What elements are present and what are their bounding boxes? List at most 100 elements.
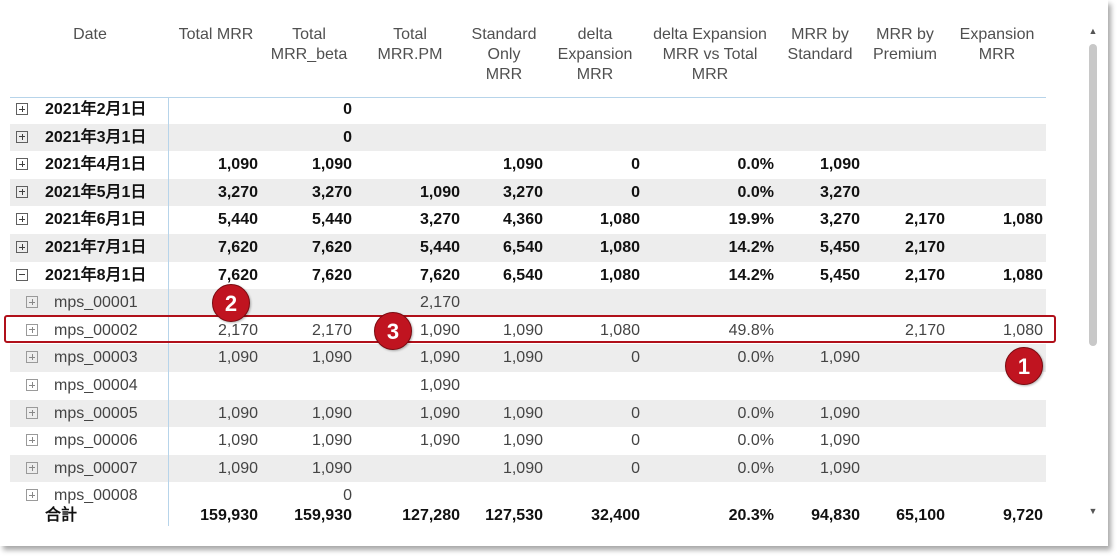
table-row[interactable]: 2021年6月1日 5,440 5,440 3,270 4,360 1,080 19.9% 3… [10,206,1046,234]
table-cell [356,151,460,179]
table-row[interactable]: mps_00001 2,170 [10,289,1046,317]
expand-icon[interactable] [16,158,28,171]
table-cell: 5,440 [217,211,258,229]
table-cell: 1,090 [419,377,460,394]
column-header-0[interactable]: Date [73,26,107,43]
highlight-box [4,315,1056,343]
column-header-2[interactable]: Total MRR_beta [270,26,348,63]
table-row[interactable]: mps_00004 1,090 [10,372,1046,400]
table-cell: 1,090 [217,432,258,450]
total-row: 合計 159,930 159,930 127,280 127,530 32,400 20.3… [10,502,1046,530]
table-cell: 1,090 [217,156,258,174]
chevron-down-icon[interactable]: ▼ [1088,506,1098,516]
column-header-9[interactable]: Expansion MRR [959,26,1035,63]
table-row[interactable]: mps_00007 1,090 1,090 1,090 0 0.0% 1,090 [10,454,1046,483]
expand-icon[interactable] [26,296,38,309]
table-cell: 2,170 [311,321,352,339]
table-cell: 3,270 [311,183,352,201]
table-cell [945,400,1043,428]
table-row[interactable]: mps_00003 1,090 1,090 1,090 1,090 0 0.0% 1,090 [10,344,1046,372]
column-header-1[interactable]: Total MRR [178,26,254,43]
table-cell [945,427,1043,455]
table-cell: 3,270 [819,183,860,201]
table-cell: 1,090 [819,404,860,422]
column-header-6[interactable]: delta Expansion MRR vs Total MRR [653,26,767,83]
table-cell [859,455,945,483]
total-cell: 94,830 [811,507,860,524]
table-cell [945,96,1043,124]
table-cell: 1,090 [311,432,352,450]
expand-icon[interactable] [16,213,28,226]
table-cell [774,124,860,152]
table-row[interactable]: mps_00005 1,090 1,090 1,090 1,090 0 0.0% 1,090 [10,399,1046,428]
table-cell: 1,090 [311,156,352,174]
table-cell [544,96,640,124]
table-cell: 1,090 [819,432,860,450]
table-row[interactable]: mps_00002 2,170 2,170 1,090 1,090 1,080 49.8% 2… [10,317,1046,345]
collapse-icon[interactable] [16,268,28,281]
table-cell [945,234,1043,262]
table-cell [166,372,258,400]
table-cell: 7,620 [311,239,352,256]
vertical-scrollbar[interactable]: ▲ ▼ [1086,24,1100,518]
table-row[interactable]: 2021年2月1日 0 [10,96,1046,124]
table-cell: 5,450 [819,239,860,256]
table-cell [945,179,1043,207]
table-cell [356,124,460,152]
table-cell [774,372,860,400]
table-cell: 1,080 [599,211,640,229]
expand-icon[interactable] [16,185,28,198]
row-label: mps_00008 [54,487,138,505]
expand-icon[interactable] [26,323,38,336]
table-cell: 49.8% [728,321,774,339]
table-row[interactable]: 2021年3月1日 0 [10,123,1046,152]
expand-icon[interactable] [16,130,28,143]
expand-icon[interactable] [26,379,38,391]
table-cell: 7,620 [311,266,352,284]
row-label: mps_00003 [54,349,138,367]
table-cell: 1,090 [502,321,543,339]
expand-icon[interactable] [26,351,38,364]
total-cell: 159,930 [200,507,258,524]
table-row[interactable]: mps_00008 0 [10,482,1046,510]
table-cell [544,124,640,152]
table-cell: 2,170 [904,321,945,339]
table-cell [544,289,640,317]
expand-icon[interactable] [26,489,38,502]
column-header-5[interactable]: delta Expansion MRR [557,26,633,83]
table-cell [356,455,460,483]
expand-icon[interactable] [26,461,38,474]
expand-icon[interactable] [16,103,28,115]
table-row[interactable]: 2021年5月1日 3,270 3,270 1,090 3,270 0 0.0% 3,270 [10,178,1046,207]
table-row[interactable]: mps_00006 1,090 1,090 1,090 1,090 0 0.0% 1,090 [10,427,1046,455]
table-cell [859,289,945,317]
chevron-up-icon[interactable]: ▲ [1088,26,1098,36]
table-cell [945,124,1043,152]
scrollbar-thumb[interactable] [1089,44,1097,346]
table-cell: 5,450 [819,266,860,284]
table-row[interactable]: 2021年8月1日 7,620 7,620 7,620 6,540 1,080 14.2% 5… [10,262,1046,290]
column-header-7[interactable]: MRR by Standard [787,26,853,63]
table-cell [859,179,945,207]
column-header-4[interactable]: Standard Only MRR [471,26,537,83]
row-header-divider [168,98,169,526]
table-cell [544,372,640,400]
column-header-3[interactable]: Total MRR.PM [377,26,443,63]
row-label: 2021年2月1日 [45,101,147,118]
table-row[interactable]: 2021年7月1日 7,620 7,620 5,440 6,540 1,080 14.2% 5… [10,234,1046,262]
total-cell: 20.3% [728,507,774,524]
table-cell: 3,270 [419,211,460,229]
expand-icon[interactable] [26,434,38,447]
table-cell: 0 [631,432,640,450]
expand-icon[interactable] [16,241,28,253]
table-cell [166,96,258,124]
table-row[interactable]: 2021年4月1日 1,090 1,090 1,090 0 0.0% 1,090 [10,151,1046,179]
table-cell: 2,170 [904,239,945,256]
table-cell: 7,620 [419,266,460,284]
table-cell: 0.0% [737,404,774,422]
row-label: 2021年4月1日 [45,156,147,174]
table-cell [774,289,860,317]
table-cell: 0.0% [737,183,774,201]
expand-icon[interactable] [26,406,38,419]
column-header-8[interactable]: MRR by Premium [872,26,937,63]
